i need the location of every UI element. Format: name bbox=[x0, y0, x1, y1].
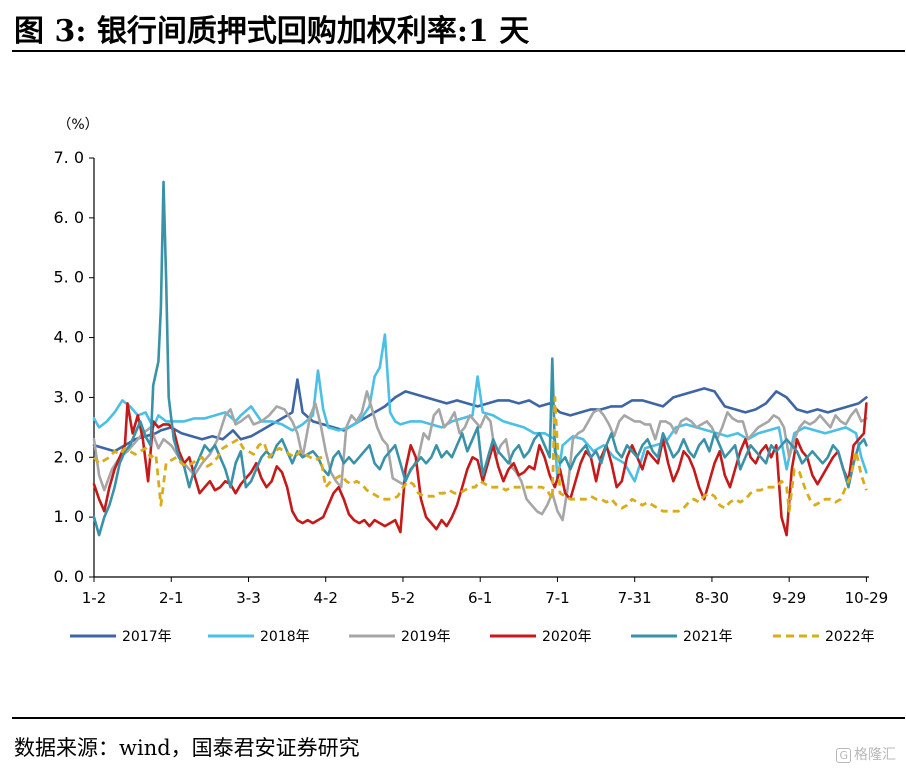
y-tick-label: 0. 0 bbox=[53, 567, 84, 586]
y-tick-label: 1. 0 bbox=[53, 507, 84, 526]
y-tick-label: 5. 0 bbox=[53, 268, 84, 287]
y-axis-label: （%） bbox=[57, 117, 98, 133]
x-tick-label: 9-29 bbox=[772, 589, 806, 607]
y-tick-label: 2. 0 bbox=[53, 447, 84, 466]
x-tick-label: 6-1 bbox=[468, 589, 493, 607]
y-tick-label: 3. 0 bbox=[53, 387, 84, 406]
y-tick-label: 4. 0 bbox=[53, 328, 84, 347]
x-tick-label: 2-1 bbox=[159, 589, 184, 607]
series-line-2021 bbox=[92, 180, 868, 537]
y-tick-label: 7. 0 bbox=[53, 148, 84, 167]
chart-axes: （%） 0. 0 1. 0 2. 0 3. 0 4. 0 5. 0 6. 0 7. 0 1-2 2-… bbox=[53, 117, 888, 607]
x-tick-label: 10-29 bbox=[845, 589, 889, 607]
x-tick-label: 4-2 bbox=[313, 589, 338, 607]
watermark: G 格隆汇 bbox=[836, 744, 896, 764]
watermark-logo: G bbox=[836, 748, 851, 763]
x-tick-label: 8-30 bbox=[695, 589, 729, 607]
source-note: 数据来源：wind，国泰君安证券研究 bbox=[14, 736, 360, 760]
top-rule bbox=[12, 50, 905, 52]
watermark-text: 格隆汇 bbox=[854, 747, 896, 763]
x-tick-label: 7-31 bbox=[618, 589, 652, 607]
chart-legend: 2017年 2018年 2019年 2020年 2021年 2022年 bbox=[70, 629, 875, 645]
series-line-2017 bbox=[92, 378, 868, 453]
chart-series bbox=[92, 180, 868, 537]
legend-label-2018: 2018年 bbox=[260, 629, 310, 645]
legend-label-2021: 2021年 bbox=[683, 629, 733, 645]
chart: （%） 0. 0 1. 0 2. 0 3. 0 4. 0 5. 0 6. 0 7. 0 1-2 2-… bbox=[53, 117, 888, 645]
series-line-2022 bbox=[92, 396, 868, 513]
series-line-2020 bbox=[92, 402, 868, 537]
legend-label-2019: 2019年 bbox=[401, 629, 451, 645]
x-tick-label: 3-3 bbox=[236, 589, 261, 607]
legend-label-2022: 2022年 bbox=[825, 629, 875, 645]
legend-label-2020: 2020年 bbox=[542, 629, 592, 645]
bottom-rule bbox=[12, 717, 905, 719]
series-line-2019 bbox=[92, 390, 868, 522]
x-tick-label: 5-2 bbox=[391, 589, 416, 607]
x-tick-label: 7-1 bbox=[545, 589, 570, 607]
y-tick-label: 6. 0 bbox=[53, 208, 84, 227]
figure-title: 图 3: 银行间质押式回购加权利率:1 天 bbox=[14, 14, 530, 49]
x-tick-label: 1-2 bbox=[82, 589, 107, 607]
legend-label-2017: 2017年 bbox=[122, 629, 172, 645]
